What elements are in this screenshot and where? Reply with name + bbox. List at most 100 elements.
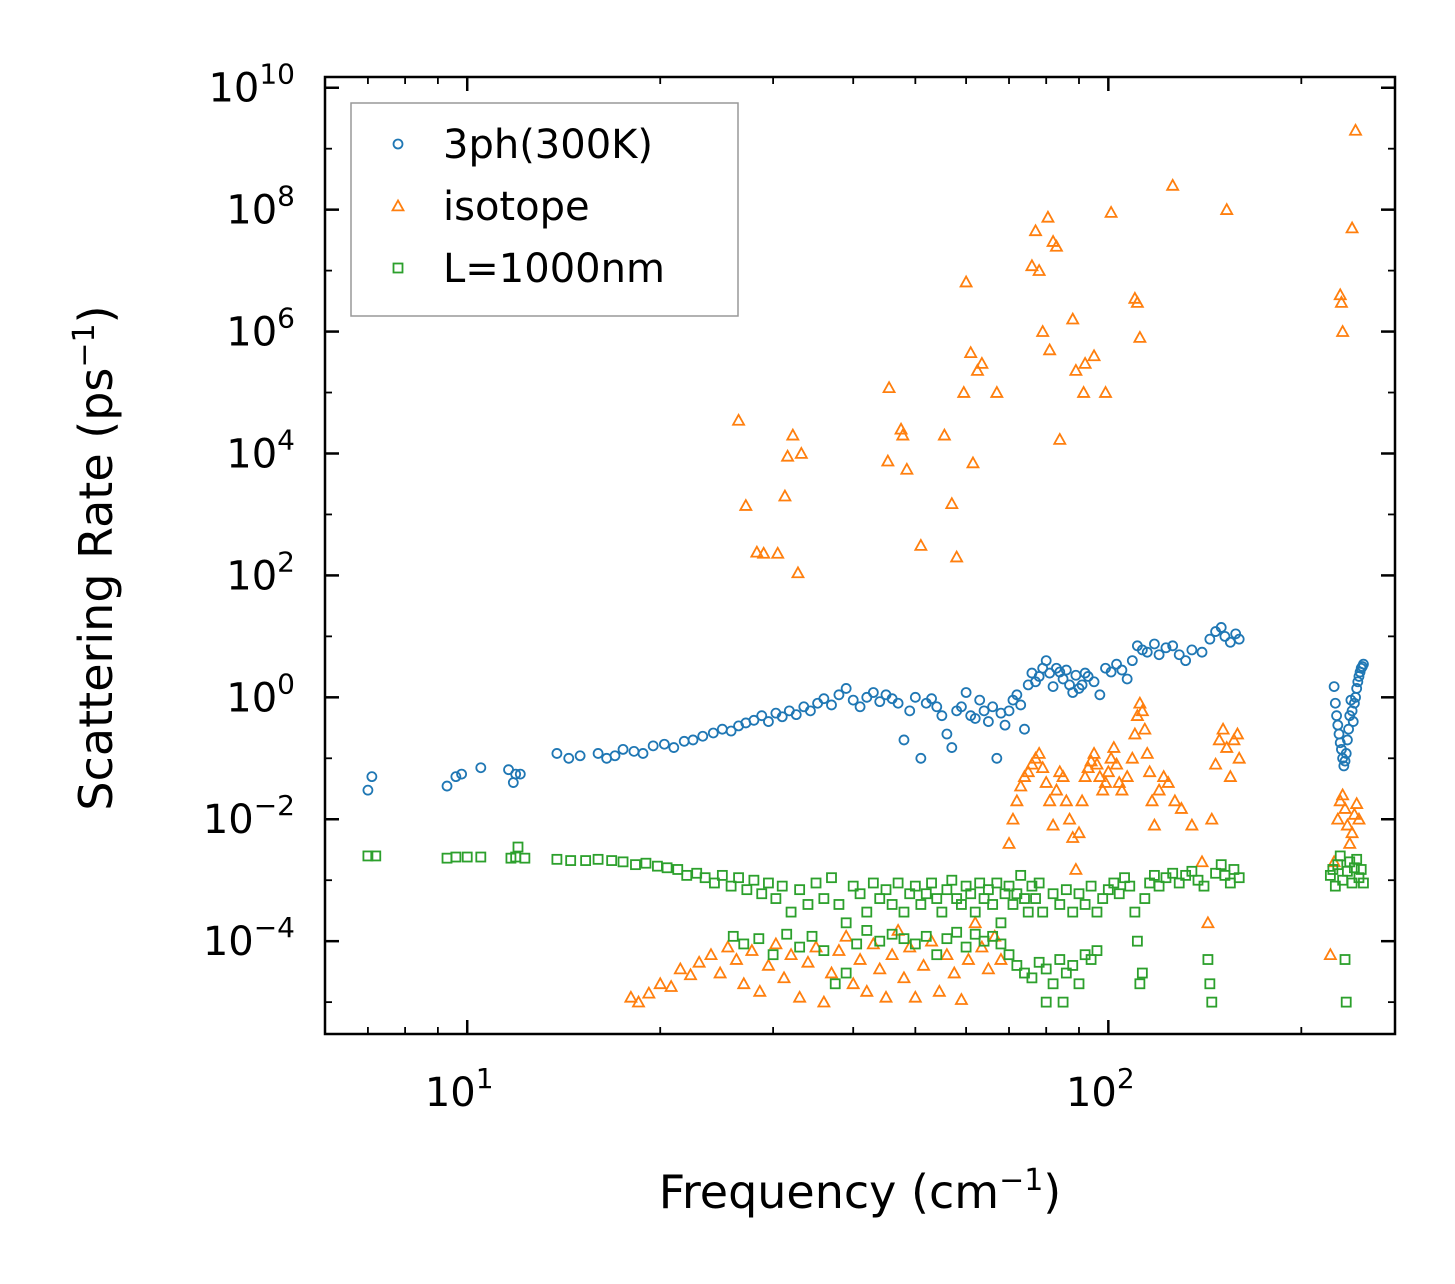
data-point bbox=[647, 740, 659, 752]
data-point bbox=[920, 888, 932, 900]
data-point bbox=[1215, 859, 1227, 871]
data-point bbox=[776, 711, 788, 723]
data-point bbox=[1124, 880, 1136, 892]
data-point bbox=[1011, 689, 1023, 701]
y-tick-label: 10−4 bbox=[203, 911, 295, 965]
data-point bbox=[892, 877, 904, 889]
data-point bbox=[1343, 723, 1354, 735]
data-point bbox=[1130, 295, 1145, 308]
data-point bbox=[748, 874, 760, 886]
data-point bbox=[725, 880, 737, 892]
data-point bbox=[1060, 967, 1072, 979]
data-point bbox=[859, 984, 874, 997]
data-point bbox=[794, 884, 806, 896]
legend: 3ph(300K) isotope L=1000nm bbox=[350, 102, 739, 317]
data-point bbox=[1208, 756, 1223, 770]
data-point bbox=[1054, 954, 1066, 965]
data-point bbox=[776, 880, 788, 892]
data-point bbox=[818, 693, 830, 705]
data-point bbox=[1232, 750, 1247, 764]
data-point bbox=[563, 752, 575, 764]
data-point bbox=[981, 961, 996, 975]
data-point bbox=[456, 768, 468, 780]
data-point bbox=[1094, 689, 1106, 701]
data-point bbox=[1329, 697, 1341, 709]
data-point bbox=[1153, 649, 1165, 661]
y-axis-label: Scattering Rate (ps−1) bbox=[67, 305, 123, 810]
data-point bbox=[899, 461, 914, 475]
data-point bbox=[687, 734, 699, 746]
data-point bbox=[664, 979, 679, 992]
data-point bbox=[1230, 726, 1245, 740]
data-point bbox=[1153, 880, 1165, 892]
data-point bbox=[574, 750, 586, 762]
data-point bbox=[867, 877, 879, 889]
data-point bbox=[658, 738, 670, 750]
data-point bbox=[1210, 867, 1221, 879]
data-point bbox=[1011, 960, 1023, 971]
data-point bbox=[1097, 893, 1109, 904]
data-point bbox=[1156, 769, 1171, 782]
data-point bbox=[802, 899, 814, 910]
data-point bbox=[770, 546, 785, 559]
data-point bbox=[1233, 633, 1245, 645]
data-point bbox=[882, 380, 897, 394]
data-point bbox=[1087, 746, 1102, 759]
data-point bbox=[1068, 862, 1083, 875]
data-point bbox=[777, 970, 792, 984]
data-point bbox=[1109, 756, 1124, 770]
data-point bbox=[982, 716, 994, 727]
data-point bbox=[920, 930, 932, 942]
data-point bbox=[947, 965, 962, 979]
data-point bbox=[756, 546, 771, 559]
data-point bbox=[1009, 793, 1024, 807]
data-point bbox=[1019, 893, 1030, 904]
data-point bbox=[1001, 836, 1017, 849]
data-point bbox=[1033, 877, 1045, 889]
data-point bbox=[1329, 880, 1341, 892]
data-point bbox=[1075, 793, 1090, 807]
data-point bbox=[970, 363, 985, 376]
data-point bbox=[514, 768, 526, 780]
data-point bbox=[1032, 263, 1047, 276]
series-L=1000nm bbox=[362, 841, 1369, 1008]
data-point bbox=[1003, 949, 1015, 961]
data-point bbox=[1049, 782, 1064, 796]
data-point bbox=[1345, 220, 1360, 234]
data-point bbox=[861, 925, 873, 936]
data-point bbox=[974, 356, 989, 369]
data-point bbox=[1173, 649, 1185, 661]
data-point bbox=[987, 701, 999, 713]
data-point bbox=[736, 976, 751, 990]
data-point bbox=[1126, 655, 1138, 667]
data-point bbox=[1040, 209, 1055, 223]
data-point bbox=[668, 742, 680, 753]
data-point bbox=[1067, 906, 1079, 918]
data-point bbox=[1024, 258, 1039, 272]
data-point bbox=[1219, 202, 1234, 215]
data-point bbox=[829, 978, 841, 990]
data-point bbox=[1200, 915, 1215, 929]
data-point bbox=[738, 938, 750, 950]
data-point bbox=[692, 954, 707, 968]
data-point bbox=[1057, 673, 1069, 685]
data-point bbox=[1079, 667, 1091, 679]
data-point bbox=[720, 939, 735, 953]
data-point bbox=[1134, 978, 1146, 990]
data-point bbox=[637, 748, 649, 759]
data-point bbox=[716, 723, 728, 735]
data-point bbox=[450, 771, 462, 783]
data-point bbox=[1059, 793, 1074, 807]
data-point bbox=[617, 743, 629, 755]
data-point bbox=[1186, 644, 1198, 656]
data-point bbox=[898, 906, 910, 918]
data-point bbox=[1085, 954, 1097, 965]
data-point bbox=[941, 933, 953, 945]
data-point bbox=[840, 683, 852, 694]
tick-labels: 101 102 10−4 10−2 100 102 104 106 108 1010 bbox=[203, 58, 1135, 1116]
data-point bbox=[1347, 807, 1362, 820]
data-point bbox=[1335, 787, 1350, 801]
data-point bbox=[777, 488, 792, 502]
data-point bbox=[1333, 728, 1345, 740]
data-point bbox=[1042, 793, 1057, 807]
